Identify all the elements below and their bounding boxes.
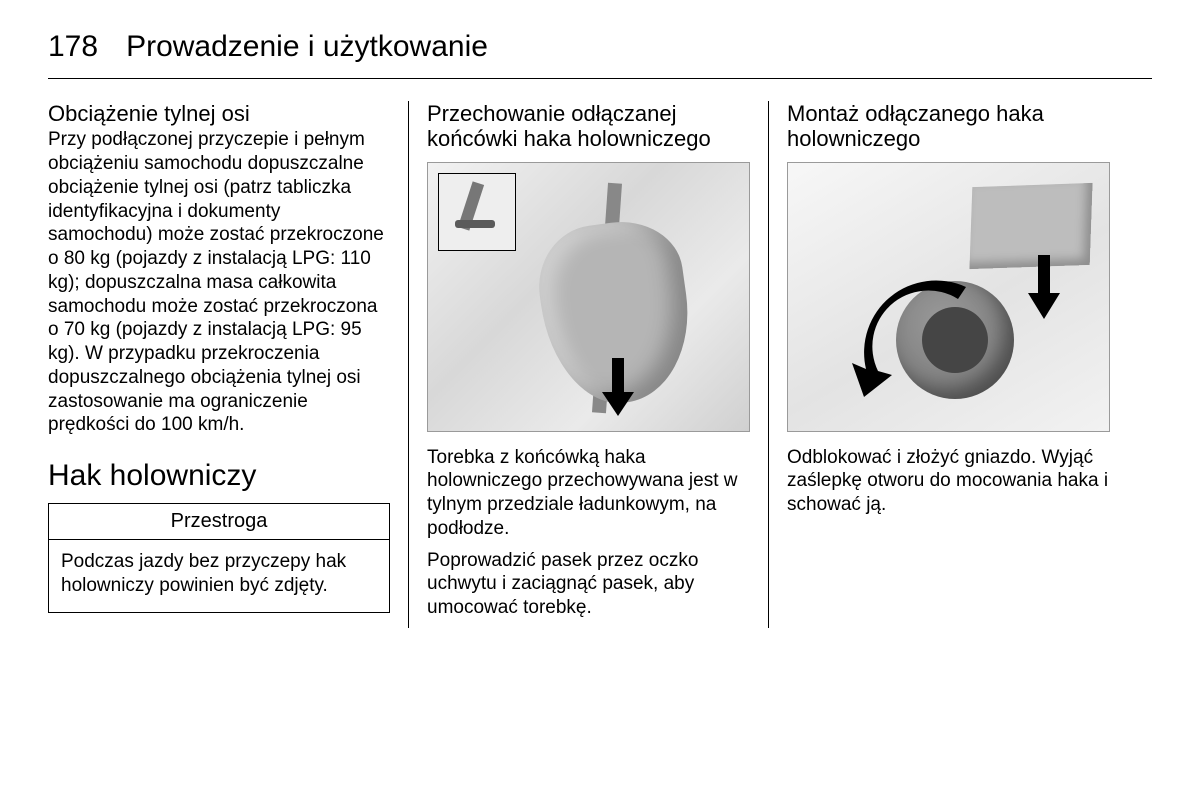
para-stowing-1: Torebka z końcówką haka holowniczego prz… [427, 446, 750, 541]
section-title-rear-axle-load: Obciążenie tylnej osi [48, 101, 390, 126]
column-3: Montaż odłączanego haka holowniczego Odb… [768, 101, 1128, 628]
inset-detail-box [438, 173, 516, 251]
column-1: Obciążenie tylnej osi Przy podłączonej p… [48, 101, 408, 628]
body-rear-axle-load: Przy podłączonej przyczepie i pełnym obc… [48, 128, 390, 437]
figure-socket [787, 162, 1110, 432]
page-number: 178 [48, 30, 98, 64]
caution-title: Przestroga [49, 504, 389, 540]
caution-body: Podczas jazdy bez przyczepy hak holownic… [49, 540, 389, 612]
content-columns: Obciążenie tylnej osi Przy podłączonej p… [48, 101, 1152, 628]
section-title-stowing-coupling: Przechowanie odłączanej końcówki haka ho… [427, 101, 750, 152]
arrow-down-icon [1024, 255, 1064, 321]
arrow-down-icon [598, 358, 638, 418]
arrow-rotate-icon [846, 273, 996, 423]
figure-stowing-bag [427, 162, 750, 432]
para-stowing-2: Poprowadzić pasek przez oczko uchwytu i … [427, 549, 750, 620]
page-header: 178 Prowadzenie i użytkowanie [48, 30, 1152, 79]
major-title-tow-hitch: Hak holowniczy [48, 459, 390, 493]
column-2: Przechowanie odłączanej końcówki haka ho… [408, 101, 768, 628]
para-fitting-1: Odblokować i złożyć gniazdo. Wyjąć zaśle… [787, 446, 1110, 517]
chapter-title: Prowadzenie i użytkowanie [126, 30, 488, 64]
inset-strap-icon [439, 174, 517, 252]
section-title-fitting-coupling: Montaż odłączanego haka holowniczego [787, 101, 1110, 152]
caution-box: Przestroga Podczas jazdy bez przyczepy h… [48, 503, 390, 613]
